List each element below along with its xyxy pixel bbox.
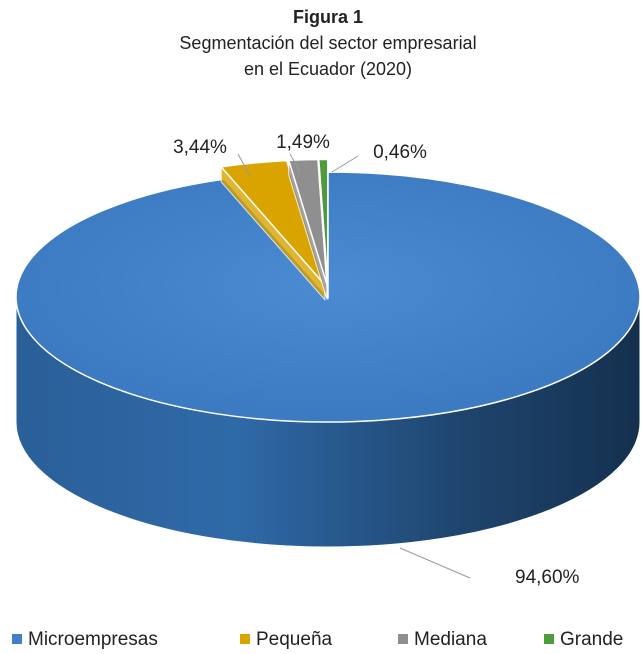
legend-label: Pequeña [256,629,333,650]
leader-line [331,155,359,173]
legend-label: Microempresas [28,629,158,650]
legend-label: Mediana [414,629,487,650]
legend-swatch [240,634,250,644]
data-label: 1,49% [276,132,330,153]
data-label: 0,46% [373,142,427,163]
chart-subtitle: en el Ecuador (2020) [244,59,412,79]
slice [287,158,328,285]
chart-subtitle: Segmentación del sector empresarial [179,33,476,53]
legend-swatch [398,634,408,644]
data-label: 3,44% [173,137,227,158]
slice [219,159,326,286]
leader-line [237,153,251,177]
leader-line [289,153,301,173]
legend-swatch [12,634,22,644]
chart-title: Figura 1 [293,7,363,27]
legend-swatch [544,634,554,644]
legend-label: Grande [560,629,623,650]
data-label: 94,60% [515,567,580,588]
leader-line [399,547,471,579]
slice [317,158,329,285]
